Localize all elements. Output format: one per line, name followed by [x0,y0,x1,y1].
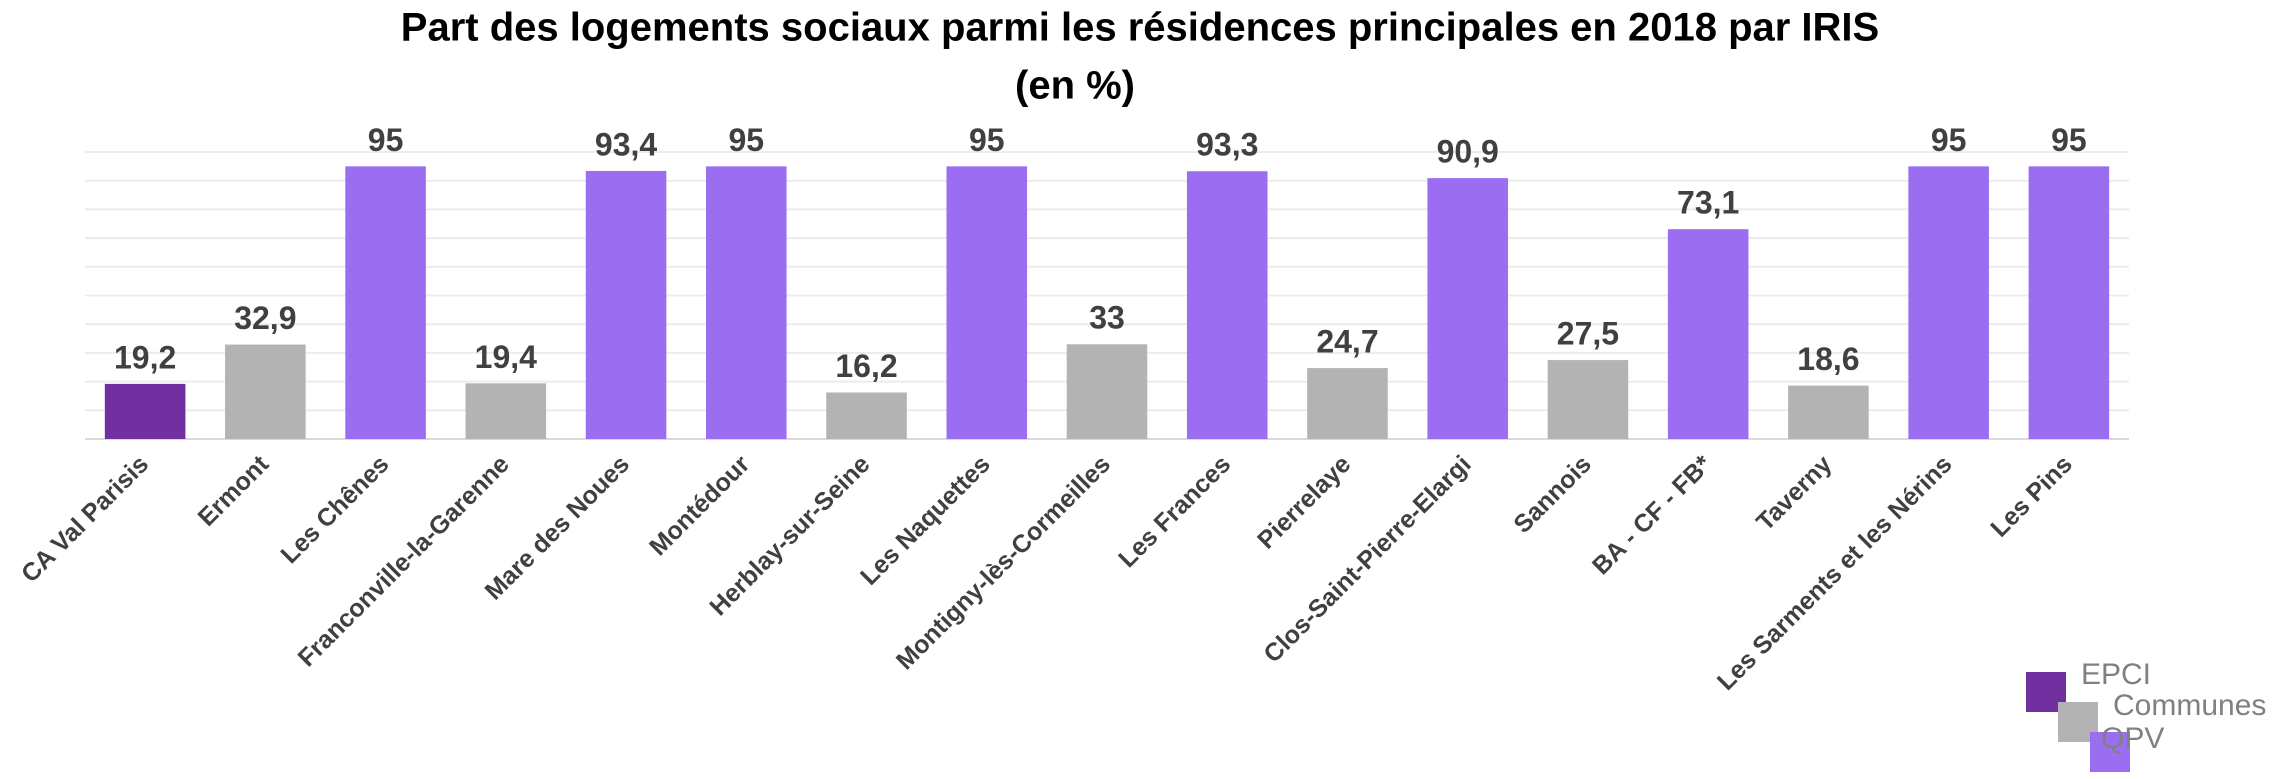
x-tick-label: CA Val Parisis [16,450,154,588]
bar [2028,166,2110,439]
bar [585,170,667,439]
x-tick-label: Franconville-la-Garenne [293,450,515,672]
x-tick-label: Les Frances [1113,450,1236,573]
legend-swatch [2090,732,2130,772]
x-tick-group: Clos-Saint-Pierre-Elargi [1258,450,1476,668]
bar [104,383,186,439]
data-label: 18,6 [1797,341,1859,377]
data-label: 19,4 [475,339,537,375]
data-label: 19,2 [114,339,176,375]
x-tick-group: Ermont [193,450,275,532]
bar [1547,360,1629,439]
data-label: 95 [728,122,764,158]
x-tick-group: BA - CF - FB* [1587,450,1717,580]
data-label: 27,5 [1557,316,1619,352]
x-tick-group: Sannois [1508,450,1597,539]
chart-title: Part des logements sociaux parmi les rés… [401,6,1879,50]
data-label: 73,1 [1677,185,1739,221]
data-label: 95 [1931,122,1967,158]
x-tick-group: Les Naquettes [855,450,996,591]
data-label: 95 [969,122,1005,158]
bar [465,383,547,439]
x-tick-label: Pierrelaye [1252,450,1356,554]
x-tick-group: Les Pins [1985,450,2078,543]
data-label: 90,9 [1437,134,1499,170]
x-tick-group: Les Chênes [275,450,394,569]
bar [1186,171,1268,439]
bar [946,166,1028,439]
x-tick-group: Montédour [644,450,755,561]
x-tick-label: Clos-Saint-Pierre-Elargi [1258,450,1476,668]
bar [826,392,907,439]
x-tick-label: Les Naquettes [855,450,996,591]
data-label: 32,9 [234,300,296,336]
x-tick-group: Pierrelaye [1252,450,1356,554]
data-label: 93,3 [1196,127,1258,163]
x-tick-label: Ermont [193,450,275,532]
bar [1667,229,1749,439]
chart-subtitle: (en %) [1015,64,1135,108]
x-tick-group: Taverny [1751,450,1837,536]
x-tick-label: Les Sarments et les Nérins [1712,450,1958,696]
legend-label: Communes [2113,689,2266,722]
bar [345,166,426,439]
data-label: 95 [2051,122,2087,158]
legend-label: EPCI [2081,658,2151,691]
x-tick-group: Les Sarments et les Nérins [1712,450,1958,696]
x-tick-label: Les Pins [1985,450,2078,543]
bar [225,344,306,439]
x-tick-label: Les Chênes [275,450,394,569]
x-tick-label: Montigny-lès-Cormeilles [891,450,1116,675]
x-tick-label: Taverny [1751,450,1837,536]
legend-label: QPV [2101,722,2164,755]
bar [1307,368,1388,439]
data-label: 24,7 [1316,324,1378,360]
data-label: 93,4 [595,126,657,162]
x-tick-label: BA - CF - FB* [1587,450,1717,580]
bar [1908,166,1989,439]
x-tick-group: CA Val Parisis [16,450,154,588]
x-tick-group: Montigny-lès-Cormeilles [891,450,1116,675]
x-tick-group: Franconville-la-Garenne [293,450,515,672]
data-label: 95 [368,122,404,158]
data-label: 16,2 [835,348,897,384]
x-tick-group: Les Frances [1113,450,1236,573]
x-tick-label: Sannois [1508,450,1597,539]
data-label: 33 [1089,300,1125,336]
bar [1788,385,1869,439]
bar [706,166,787,439]
bar [1427,178,1508,439]
x-tick-label: Montédour [644,450,755,561]
bar [1066,344,1148,439]
